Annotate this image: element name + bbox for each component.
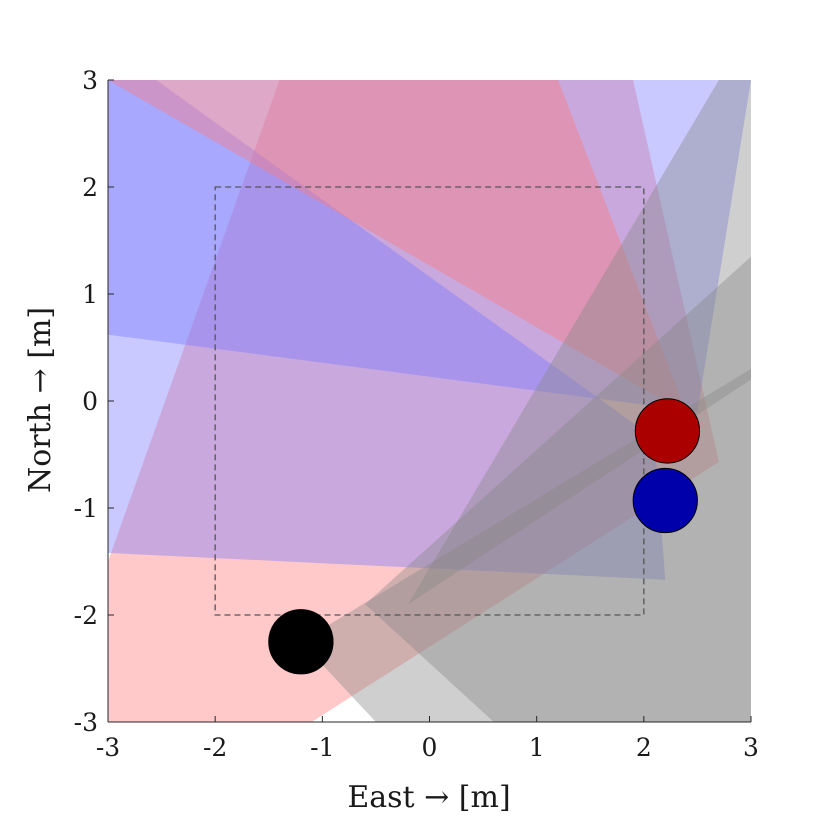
x-tick-label: 2 bbox=[636, 733, 652, 762]
visibility-cone-2 bbox=[108, 80, 666, 580]
agent-marker-3 bbox=[268, 609, 334, 675]
arena-boundary-rect bbox=[214, 186, 645, 616]
x-tick-label: -3 bbox=[96, 733, 120, 762]
visibility-cone-4 bbox=[108, 80, 687, 414]
y-tick-label: 3 bbox=[82, 66, 98, 95]
visibility-cone-7 bbox=[408, 80, 751, 605]
arena-boundary bbox=[214, 186, 645, 616]
y-tick-labels: -3 -2 -1 0 1 2 3 bbox=[74, 66, 98, 737]
y-tick-label: -2 bbox=[74, 601, 98, 630]
x-tick-label: -1 bbox=[310, 733, 334, 762]
y-tick-label: 2 bbox=[82, 173, 98, 202]
agent-marker-2 bbox=[632, 467, 698, 534]
visibility-cones bbox=[108, 80, 751, 722]
x-tick-label: 3 bbox=[743, 733, 759, 762]
agent-marker-1 bbox=[634, 398, 701, 464]
visibility-cone-5 bbox=[300, 368, 751, 722]
x-tick-label: -2 bbox=[203, 733, 227, 762]
y-axis-label: North → [m] bbox=[23, 307, 58, 493]
x-tick-labels: -3 -2 -1 0 1 2 3 bbox=[96, 733, 759, 762]
x-axis-label: East → [m] bbox=[347, 780, 510, 815]
axes bbox=[107, 79, 752, 723]
y-tick-label: 0 bbox=[82, 387, 98, 416]
visibility-cone-1 bbox=[108, 80, 719, 722]
y-tick-label: -1 bbox=[74, 494, 98, 523]
y-tick-label: -3 bbox=[74, 708, 98, 737]
x-tick-label: 0 bbox=[422, 733, 438, 762]
visibility-cone-6 bbox=[365, 256, 751, 722]
visibility-cone-3 bbox=[108, 80, 751, 412]
y-tick-label: 1 bbox=[82, 280, 98, 309]
x-tick-label: 1 bbox=[529, 733, 545, 762]
agents bbox=[268, 398, 701, 675]
